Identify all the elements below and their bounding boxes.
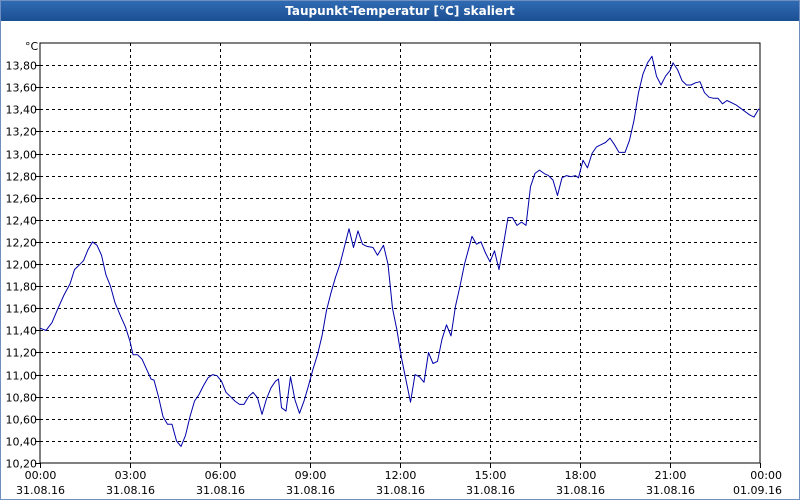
y-tick-label: 11,40 [6,325,38,338]
x-tick-time-label: 09:00 [295,469,327,482]
y-tick-label: 12,40 [6,215,38,228]
x-tick-date-label: 31.08.16 [106,484,155,497]
y-tick-label: 10,80 [6,392,38,405]
y-tick-label: 10,20 [6,458,38,471]
x-tick-time-label: 15:00 [475,469,507,482]
x-tick-time-label: 06:00 [205,469,237,482]
y-tick-label: 12,60 [6,193,38,206]
x-tick-date-label: 31.08.16 [286,484,335,497]
x-tick-time-label: 00:00 [25,469,57,482]
x-tick-time-label: 21:00 [655,469,687,482]
x-tick-date-label: 31.08.16 [196,484,245,497]
x-tick-date-label: 31.08.16 [466,484,515,497]
y-axis-unit: °C [25,40,39,53]
x-tick-date-label: 31.08.16 [376,484,425,497]
y-tick-label: 13,40 [6,104,38,117]
y-tick-label: 11,20 [6,347,38,360]
y-tick-label: 10,40 [6,436,38,449]
x-tick-time-label: 00:00 [750,469,782,482]
x-axis: 00:00 31.08.16 03:00 31.08.16 06:00 31.08.16 0… [16,463,782,497]
y-tick-label: 10,60 [6,414,38,427]
dewpoint-series-line [39,55,760,447]
y-tick-label: 13,80 [6,60,38,73]
y-tick-label: 11,00 [6,370,38,383]
x-tick-date-label: 31.08.16 [646,484,695,497]
x-tick-time-label: 18:00 [565,469,597,482]
y-tick-label: 12,80 [6,171,38,184]
x-tick-date-label: 01.09.16 [733,484,782,497]
y-tick-label: 11,80 [6,281,38,294]
chart-title: Taupunkt-Temperatur [°C] skaliert [1,1,799,21]
x-tick-time-label: 12:00 [385,469,417,482]
x-tick-date-label: 31.08.16 [16,484,65,497]
series-group [39,55,760,447]
y-tick-label: 13,20 [6,126,38,139]
y-tick-label: 13,00 [6,149,38,162]
y-tick-label: 12,20 [6,237,38,250]
y-tick-label: 12,00 [6,259,38,272]
x-tick-time-label: 03:00 [115,469,147,482]
x-tick-date-label: 31.08.16 [556,484,605,497]
y-tick-label: 13,60 [6,82,38,95]
y-tick-label: 11,60 [6,303,38,316]
y-axis: °C 10,20 10,40 10,60 10,80 11,00 11,20 11,40 11… [6,40,40,471]
